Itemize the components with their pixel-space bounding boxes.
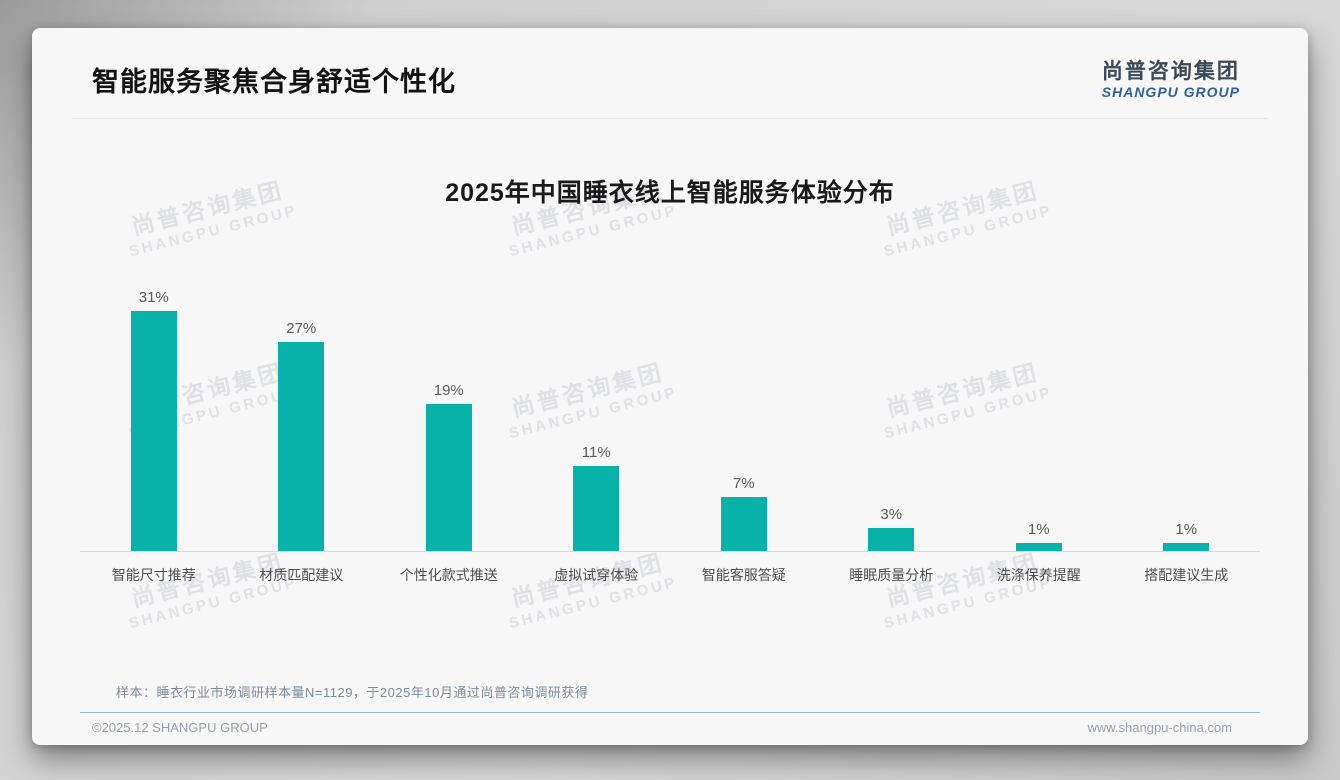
bar-slot: 19%: [375, 382, 523, 552]
bar: [720, 497, 767, 552]
slide: 尚普咨询集团 SHANGPU GROUP 尚普咨询集团 SHANGPU GROUP 尚普…: [32, 28, 1308, 745]
header-divider: [72, 118, 1268, 120]
bar-slot: 11%: [523, 444, 671, 552]
bar-slot: 27%: [228, 320, 376, 552]
category-label: 个性化款式推送: [399, 567, 498, 584]
bar-value-label: 27%: [286, 320, 317, 338]
slide-footer: ©2025.12 SHANGPU GROUP www.shangpu-china…: [92, 720, 1232, 735]
bar: [573, 466, 620, 552]
x-axis-line: [80, 551, 1260, 553]
bar-value-label: 1%: [1175, 521, 1198, 539]
bar-value-label: 1%: [1027, 521, 1050, 539]
bar-chart: 2025年中国睡衣线上智能服务体验分布 31% 27% 19% 11% 7% 3% 1% 1%…: [32, 173, 1308, 585]
bar-value-label: 3%: [880, 506, 903, 524]
category-label: 搭配建议生成: [1144, 567, 1229, 584]
website-url: www.shangpu-china.com: [1087, 720, 1232, 735]
copyright: ©2025.12 SHANGPU GROUP: [92, 720, 268, 735]
chart-title: 2025年中国睡衣线上智能服务体验分布: [445, 179, 895, 208]
chart-plot-area: 31% 27% 19% 11% 7% 3% 1% 1%: [80, 286, 1261, 552]
category-label: 睡眠质量分析: [849, 567, 934, 584]
bar: [278, 342, 325, 552]
page-title: 智能服务聚焦合身舒适个性化: [92, 67, 456, 97]
category-label: 洗涤保养提醒: [996, 567, 1081, 584]
bar: [425, 404, 472, 552]
bar: [1015, 543, 1062, 552]
bar-slot: 3%: [818, 506, 966, 552]
category-label: 虚拟试穿体验: [554, 567, 639, 584]
logo-text-cn: 尚普咨询集团: [1101, 60, 1240, 83]
bar-value-label: 11%: [581, 444, 611, 462]
bar-slot: 1%: [965, 521, 1113, 552]
bar-slot: 7%: [670, 475, 818, 552]
bar: [868, 528, 915, 552]
x-axis-labels: 智能尺寸推荐 材质匹配建议 个性化款式推送 虚拟试穿体验 智能客服答疑 睡眠质量分析 洗涤保…: [80, 565, 1260, 585]
bar: [1163, 543, 1210, 552]
sample-note: 样本：睡衣行业市场调研样本量N=1129，于2025年10月通过尚普咨询调研获得: [116, 685, 589, 700]
bar: [130, 311, 177, 552]
bar-slot: 1%: [1113, 521, 1261, 552]
bar-value-label: 7%: [732, 475, 755, 493]
slide-header: 智能服务聚焦合身舒适个性化 尚普咨询集团 SHANGPU GROUP: [32, 28, 1308, 100]
footer-divider: [80, 712, 1260, 713]
category-label: 智能尺寸推荐: [111, 567, 196, 584]
bar-value-label: 19%: [433, 382, 464, 400]
category-label: 材质匹配建议: [259, 567, 344, 584]
category-label: 智能客服答疑: [701, 567, 786, 584]
bar-value-label: 31%: [138, 289, 169, 307]
bar-slot: 31%: [80, 289, 228, 552]
logo-text-en: SHANGPU GROUP: [1101, 84, 1240, 101]
company-logo: 尚普咨询集团 SHANGPU GROUP: [1102, 60, 1240, 100]
